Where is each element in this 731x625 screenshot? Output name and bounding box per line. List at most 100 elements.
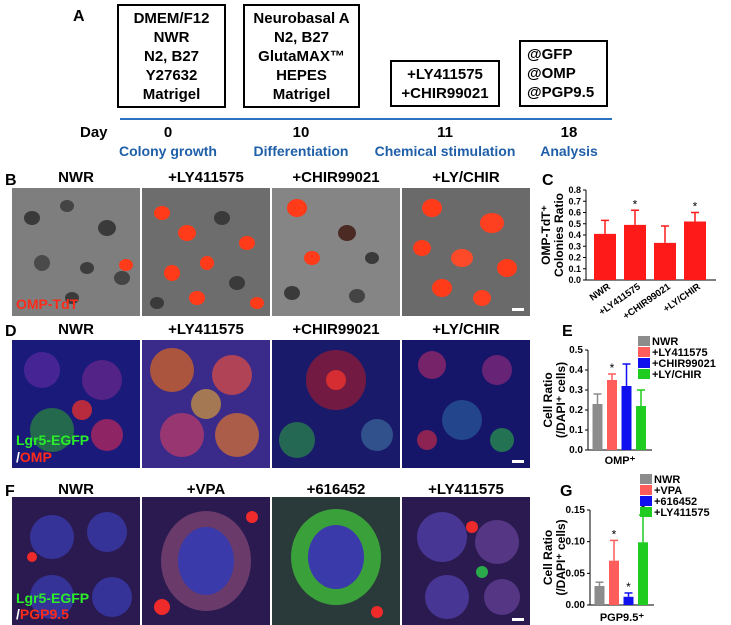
bar — [636, 406, 646, 450]
protocol-box-day11: +LY411575 +CHIR99021 — [390, 60, 500, 107]
y-tick-label: 0.2 — [569, 405, 583, 416]
column-title: +CHIR99021 — [292, 321, 380, 338]
legend-swatch — [640, 507, 652, 517]
significance-star: * — [626, 580, 631, 594]
day-11: 11 — [437, 124, 453, 141]
micrograph-d-nwr — [12, 340, 140, 468]
legend-label: NWR — [654, 474, 680, 486]
box-line: N2, B27 — [143, 48, 200, 65]
protocol-box-day0: DMEM/F12 NWR N2, B27 Y27632 Matrigel — [117, 4, 226, 108]
y-axis-label: Cell Ratio — [541, 530, 555, 585]
column-title: NWR — [58, 169, 94, 186]
bar — [654, 242, 676, 280]
legend-swatch — [640, 496, 652, 506]
day-18: 18 — [560, 124, 578, 141]
y-axis-label: Colonies Ratio — [552, 193, 566, 277]
stage-differentiation: Differentiation — [253, 143, 349, 159]
y-tick-label: 0.0 — [568, 275, 581, 285]
day-10: 10 — [292, 124, 310, 141]
y-tick-label: 0.8 — [568, 185, 581, 195]
panel-c-label: C — [542, 172, 554, 189]
y-axis-label: OMP-TdT⁺ — [540, 205, 553, 265]
overlay-slash: / — [16, 449, 20, 465]
legend-label: +LY411575 — [654, 507, 710, 519]
y-tick-label: 0.00 — [566, 600, 586, 611]
column-title: +VPA — [186, 481, 226, 498]
overlay-lgr5-egfp: Lgr5-EGFP — [16, 432, 90, 448]
column-title: +LY/CHIR — [432, 321, 500, 338]
chart-c: 0.00.10.2 0.30.40.50.6 0.70.8 * * OMP-TdT⁺ Col… — [540, 185, 716, 322]
micrograph-f-vpa — [142, 497, 270, 625]
bar — [684, 221, 706, 280]
y-axis-label: (/DAPI⁺ cells) — [554, 362, 568, 438]
micrograph-b-chir99021 — [272, 188, 400, 316]
protocol-box-day18: @GFP @OMP @PGP9.5 — [519, 40, 608, 107]
column-title: +CHIR99021 — [292, 169, 380, 186]
micrograph-f-ly411575 — [402, 497, 530, 625]
y-tick-label: 0.4 — [568, 230, 581, 240]
chart-g: 0.000.050.100.15***Cell Ratio(/DAPI⁺ cel… — [541, 474, 710, 624]
column-title: +616452 — [306, 481, 366, 498]
protocol-box-day10: Neurobasal A N2, B27 GlutaMAX™ HEPES Mat… — [243, 4, 360, 108]
significance-star: * — [633, 197, 638, 211]
panel-d-label: D — [5, 323, 17, 340]
scale-bar — [512, 460, 524, 463]
stage-colony-growth: Colony growth — [119, 143, 217, 159]
box-line: N2, B27 — [273, 29, 330, 46]
panel-a-label: A — [73, 8, 85, 25]
overlay-pgp95: /PGP9.5 — [16, 606, 69, 622]
panel-e-label: E — [562, 323, 573, 340]
y-tick-label: 0.1 — [569, 425, 583, 436]
box-line: Neurobasal A — [253, 10, 350, 27]
box-line: Matrigel — [272, 86, 331, 103]
overlay-omp-text: OMP — [19, 449, 52, 465]
scale-bar — [512, 308, 524, 311]
column-title: +LY411575 — [428, 481, 504, 498]
timeline-line — [120, 118, 612, 120]
box-line: @GFP — [527, 46, 573, 63]
box-line: GlutaMAX™ — [258, 48, 345, 65]
y-tick-label: 0.10 — [566, 537, 586, 548]
panel-b-label: B — [5, 172, 17, 189]
significance-star: * — [693, 200, 698, 214]
box-line: +LY411575 — [407, 66, 483, 83]
y-tick-label: 0.15 — [566, 505, 586, 516]
legend-label: +LY/CHIR — [652, 369, 701, 381]
legend-label: +LY411575 — [652, 347, 708, 359]
column-title: NWR — [58, 481, 94, 498]
y-tick-label: 0.4 — [569, 365, 583, 376]
panel-f-label: F — [5, 483, 15, 500]
column-title: +LY411575 — [168, 321, 244, 338]
micrograph-f-nwr — [12, 497, 140, 625]
column-title: +LY411575 — [168, 169, 244, 186]
legend-swatch — [640, 485, 652, 495]
legend-label: +616452 — [654, 496, 697, 508]
y-tick-label: 0.6 — [568, 208, 581, 218]
box-line: +CHIR99021 — [401, 85, 489, 102]
legend-swatch — [640, 474, 652, 484]
y-tick-label: 0.5 — [569, 345, 583, 356]
bar — [607, 380, 617, 450]
legend-swatch — [638, 369, 650, 379]
chart-e: 0.0 0.1 0.2 0.3 0.4 0.5 * Cell Ratio (/DAPI⁺ cel… — [541, 336, 716, 467]
overlay-omp-tdt: OMP-TdT — [16, 296, 79, 312]
bar — [594, 586, 605, 605]
box-line: HEPES — [276, 67, 327, 84]
legend-swatch — [638, 358, 650, 368]
y-tick-label: 0.05 — [566, 568, 586, 579]
micrograph-b-nwr — [12, 188, 140, 316]
y-tick-label: 0.3 — [569, 385, 583, 396]
bar — [638, 542, 648, 605]
box-line: @OMP — [527, 65, 576, 82]
panel-g-label: G — [560, 483, 573, 500]
stage-analysis: Analysis — [540, 143, 598, 159]
box-line: @PGP9.5 — [527, 84, 595, 101]
scale-bar — [512, 618, 524, 621]
bar — [623, 596, 634, 605]
overlay-lgr5-egfp: Lgr5-EGFP — [16, 590, 90, 606]
bar — [621, 386, 632, 450]
overlay-pgp95-text: PGP9.5 — [19, 606, 69, 622]
legend-swatch — [638, 336, 650, 346]
significance-star: * — [610, 361, 615, 375]
micrograph-f-616452 — [272, 497, 400, 625]
